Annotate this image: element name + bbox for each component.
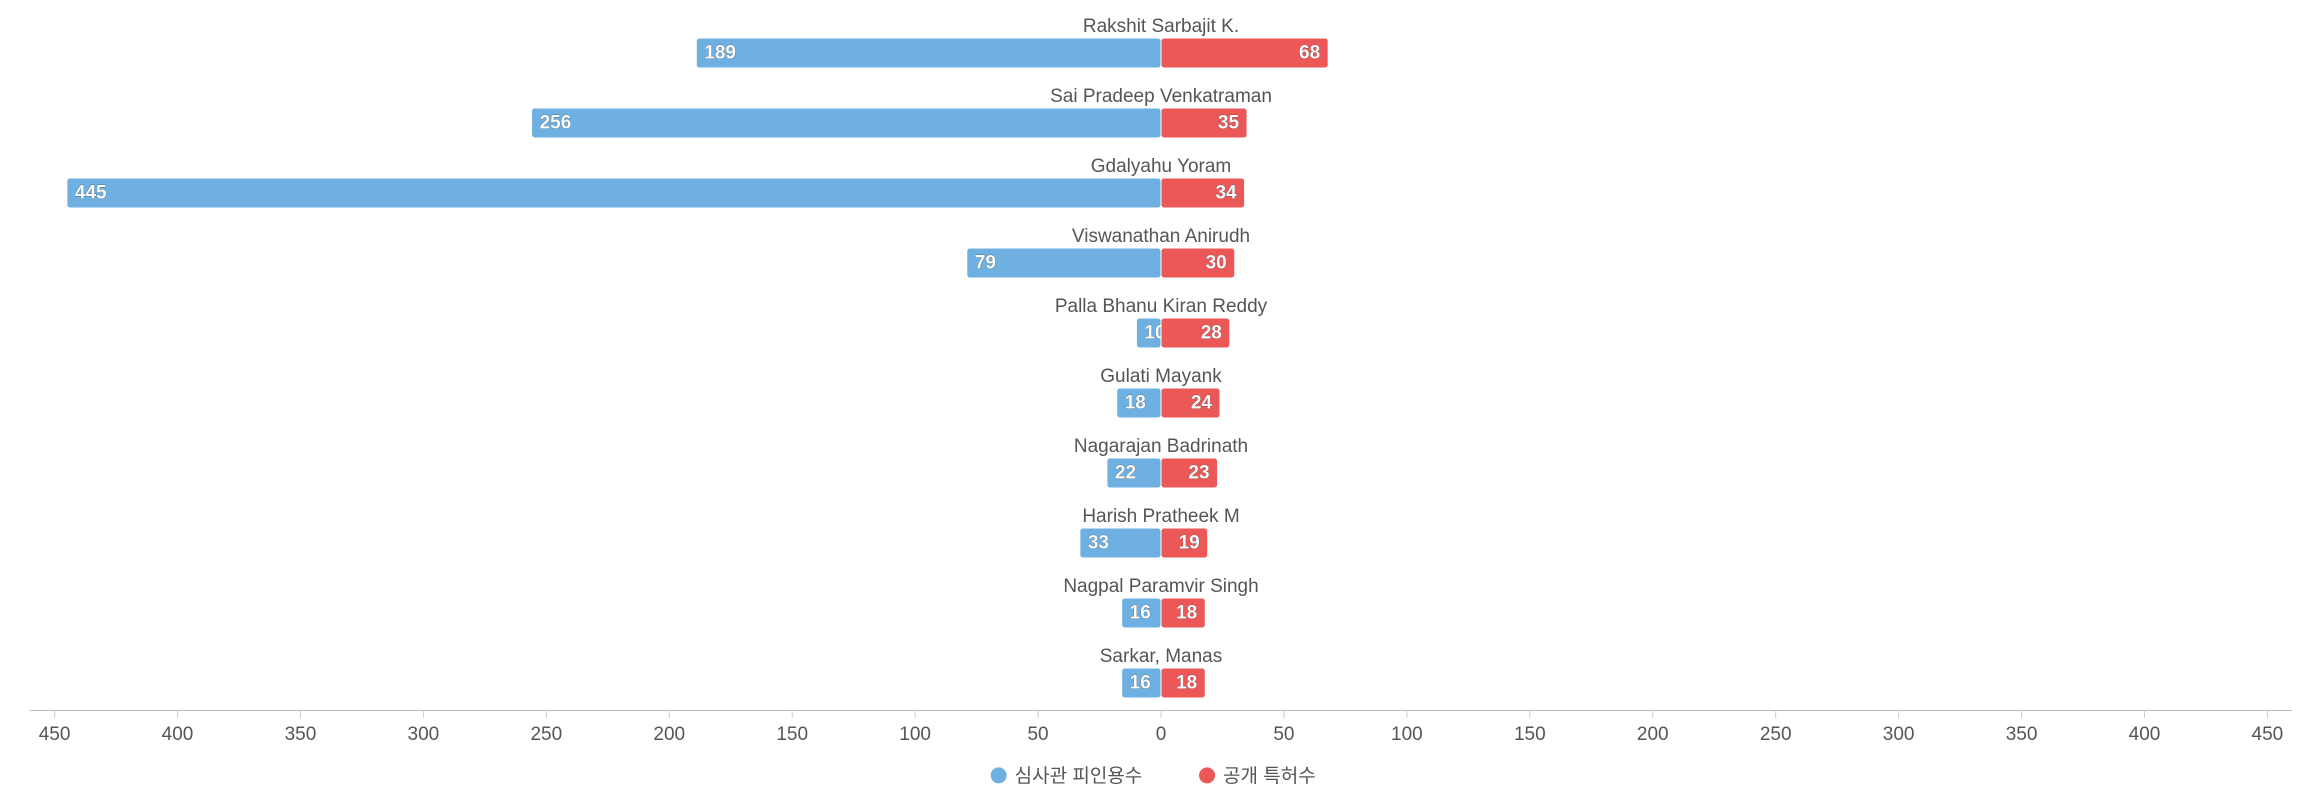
bar-value-right: 24	[1191, 393, 1213, 414]
x-axis-tick-label: 250	[530, 724, 562, 745]
x-axis-tick-label: 300	[1883, 724, 1915, 745]
legend-label[interactable]: 공개 특허수	[1223, 765, 1316, 787]
bar-left[interactable]	[532, 108, 1161, 138]
bar-value-left: 189	[704, 43, 736, 64]
bar-value-left: 256	[540, 113, 572, 134]
bar-value-right: 68	[1299, 43, 1320, 64]
bar-value-left: 18	[1125, 393, 1146, 414]
category-label: Viswanathan Anirudh	[1072, 226, 1250, 247]
bar-left[interactable]	[67, 178, 1161, 208]
bar-left[interactable]	[696, 38, 1161, 68]
category-label: Sarkar, Manas	[1100, 646, 1223, 667]
category-label: Gdalyahu Yoram	[1091, 156, 1232, 177]
legend-marker[interactable]	[991, 767, 1007, 783]
bar-value-left: 445	[75, 183, 107, 204]
bar-value-right: 35	[1218, 113, 1240, 134]
bar-value-right: 18	[1176, 673, 1197, 694]
category-label: Palla Bhanu Kiran Reddy	[1055, 296, 1268, 317]
x-axis-tick-label: 0	[1156, 724, 1167, 745]
x-axis-tick-label: 150	[1514, 724, 1546, 745]
bar-value-right: 30	[1206, 253, 1227, 274]
category-label: Gulati Mayank	[1100, 366, 1222, 387]
bar-value-left: 33	[1088, 533, 1109, 554]
x-axis-tick-label: 250	[1760, 724, 1792, 745]
bar-value-right: 34	[1215, 183, 1237, 204]
bar-value-right: 19	[1179, 533, 1200, 554]
x-axis-tick-label: 100	[1391, 724, 1423, 745]
bar-value-right: 23	[1188, 463, 1209, 484]
x-axis-tick-label: 300	[408, 724, 440, 745]
x-axis-tick-label: 450	[2252, 724, 2284, 745]
category-label: Sai Pradeep Venkatraman	[1050, 86, 1272, 107]
category-label: Nagpal Paramvir Singh	[1063, 576, 1258, 597]
bar-value-left: 79	[975, 253, 996, 274]
x-axis-tick-label: 450	[39, 724, 71, 745]
x-axis-tick-label: 200	[1637, 724, 1669, 745]
bar-value-right: 18	[1176, 603, 1197, 624]
x-axis-tick-label: 400	[2129, 724, 2161, 745]
category-label: Rakshit Sarbajit K.	[1083, 16, 1239, 37]
bar-value-left: 22	[1115, 463, 1136, 484]
legend-marker[interactable]	[1199, 767, 1215, 783]
x-axis-tick-label: 400	[162, 724, 194, 745]
legend-label[interactable]: 심사관 피인용수	[1015, 765, 1143, 787]
bar-value-right: 28	[1201, 323, 1222, 344]
diverging-bar-chart: 450 400 350 300 250 200 150 100 50 0 50 100 150 200 25…	[0, 0, 2322, 802]
bar-value-left: 16	[1130, 673, 1151, 694]
category-label: Nagarajan Badrinath	[1074, 436, 1248, 457]
x-axis-tick-label: 100	[899, 724, 931, 745]
category-label: Harish Pratheek M	[1082, 506, 1239, 527]
x-axis-tick-label: 150	[776, 724, 808, 745]
x-axis-tick-label: 350	[2006, 724, 2038, 745]
x-axis-tick-label: 350	[285, 724, 317, 745]
x-axis-tick-label: 200	[653, 724, 685, 745]
bar-value-left: 16	[1130, 603, 1151, 624]
x-axis-tick-label: 50	[1273, 724, 1294, 745]
x-axis-tick-label: 50	[1027, 724, 1048, 745]
